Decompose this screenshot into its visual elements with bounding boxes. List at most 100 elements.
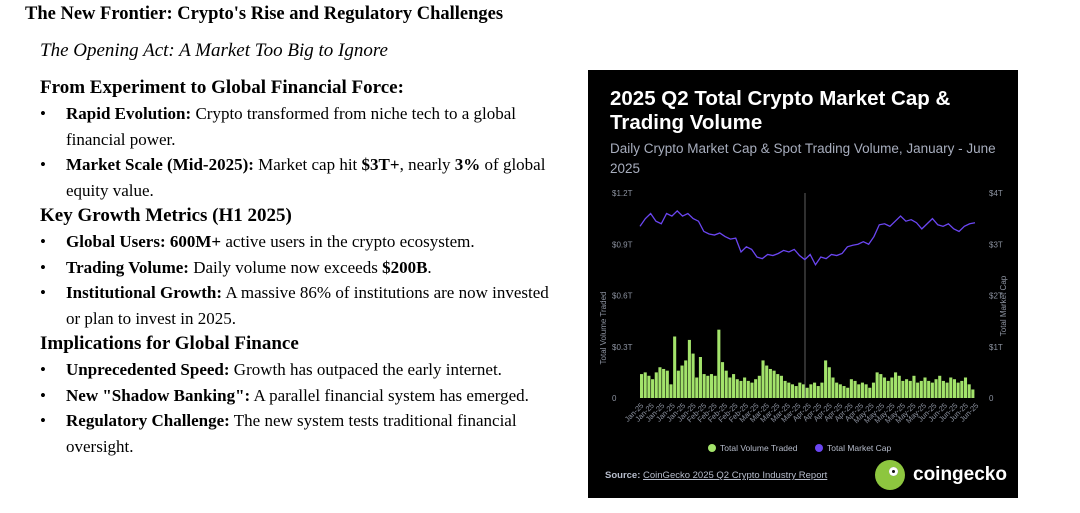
- bullet-bold-text: 600M+: [169, 232, 222, 251]
- volume-bar: [919, 380, 923, 398]
- right-tick-label: $4T: [989, 189, 1003, 198]
- source-label: Source:: [605, 470, 641, 481]
- volume-bar: [665, 370, 669, 398]
- volume-bar: [838, 384, 842, 398]
- volume-bar: [930, 382, 934, 398]
- source-link[interactable]: CoinGecko 2025 Q2 Crypto Industry Report: [643, 470, 828, 481]
- bullet-bold-text: 3%: [454, 155, 481, 174]
- volume-bar: [732, 374, 736, 398]
- volume-bar: [647, 375, 651, 398]
- page-subtitle: The Opening Act: A Market Too Big to Ign…: [40, 40, 388, 61]
- bullet-bold-text: Trading Volume:: [66, 257, 189, 277]
- volume-bar: [801, 384, 806, 398]
- bullet-item: • Institutional Growth: A massive 86% of …: [40, 280, 556, 331]
- volume-bar: [787, 382, 791, 398]
- left-axis-title: Total Volume Traded: [599, 292, 608, 365]
- bullet-icon: •: [40, 232, 46, 251]
- volume-bar: [846, 387, 850, 398]
- bullet-icon: •: [40, 360, 46, 379]
- bullet-bold-text: Rapid Evolution:: [66, 104, 192, 123]
- chart-source: Source: CoinGecko 2025 Q2 Crypto Industr…: [605, 470, 827, 481]
- left-tick-label: $0.9T: [612, 240, 633, 249]
- volume-bar: [676, 370, 680, 398]
- right-tick-label: $3T: [989, 240, 1003, 249]
- right-tick-label: $2T: [989, 292, 1003, 301]
- gecko-icon: [875, 460, 905, 490]
- volume-bar: [798, 382, 802, 398]
- volume-bar: [794, 386, 798, 398]
- content: From Experiment to Global Financial Forc…: [40, 75, 560, 459]
- volume-bar: [746, 380, 750, 398]
- section-heading: Key Growth Metrics (H1 2025): [40, 205, 292, 226]
- volume-bar: [739, 380, 743, 398]
- bullet-bold-text: $200B: [382, 257, 428, 277]
- volume-bar: [963, 377, 968, 398]
- volume-bar: [941, 380, 945, 398]
- volume-bar: [827, 367, 831, 398]
- volume-bar: [849, 379, 853, 398]
- volume-bar: [908, 380, 912, 398]
- volume-bar: [728, 377, 732, 398]
- volume-bar: [640, 374, 644, 398]
- bullet-text: The new system tests traditional financi…: [66, 411, 517, 456]
- volume-bar: [934, 379, 938, 398]
- bullet-icon: •: [40, 411, 46, 430]
- bullet-list: • Rapid Evolution: Crypto transformed fro…: [40, 101, 560, 203]
- bullet-bold-text: Unprecedented Speed:: [66, 360, 230, 379]
- volume-bar: [790, 384, 795, 398]
- volume-bar: [709, 374, 714, 398]
- bullet-item: • Trading Volume: Daily volume now exceed…: [40, 255, 556, 281]
- volume-bar: [971, 389, 975, 398]
- volume-bar: [702, 374, 706, 398]
- volume-bar: [945, 382, 949, 398]
- legend-market-cap-label: Total Market Cap: [827, 443, 892, 453]
- volume-bar: [857, 384, 861, 398]
- bullet-text: A massive 86% of institutions are now in…: [66, 283, 549, 328]
- bullet-text: Crypto transformed from niche tech to a …: [66, 104, 516, 149]
- volume-bar: [916, 382, 920, 398]
- bullet-text: .: [427, 257, 432, 277]
- bullet-item: • Unprecedented Speed: Growth has outpace…: [40, 357, 556, 383]
- bullet-icon: •: [40, 155, 46, 174]
- volume-bar: [643, 372, 647, 398]
- volume-bar: [783, 380, 787, 398]
- volume-bar: [927, 380, 931, 398]
- volume-bar: [886, 380, 890, 398]
- volume-bar: [853, 380, 857, 398]
- bullet-icon: •: [40, 257, 46, 277]
- bullet-bold-text: Market Scale (Mid-2025):: [66, 155, 254, 174]
- volume-bar: [750, 382, 754, 398]
- volume-bar: [809, 384, 813, 398]
- right-tick-label: 0: [989, 394, 994, 403]
- volume-bar: [871, 382, 876, 398]
- volume-bar: [779, 375, 783, 398]
- volume-bar: [717, 329, 721, 398]
- bullet-bold-text: Regulatory Challenge:: [66, 411, 230, 430]
- volume-bar: [860, 382, 864, 398]
- bullet-icon: •: [40, 283, 46, 302]
- volume-bar: [816, 386, 820, 398]
- volume-bar: [757, 375, 761, 398]
- volume-bar: [868, 387, 872, 398]
- bullet-text: Growth has outpaced the early internet.: [229, 360, 502, 379]
- volume-bar: [772, 370, 776, 398]
- volume-bar: [765, 365, 769, 398]
- logo-text: coingecko: [913, 464, 1007, 485]
- chart-title: 2025 Q2 Total Crypto Market Cap & Tradin…: [610, 87, 951, 134]
- volume-bar: [875, 372, 879, 398]
- bullet-icon: •: [40, 385, 46, 405]
- bullet-text: active users in the crypto ecosystem.: [221, 232, 475, 251]
- volume-bar: [654, 372, 658, 398]
- volume-bar: [835, 382, 839, 398]
- volume-bar: [824, 360, 828, 398]
- bullet-item: • Market Scale (Mid-2025): Market cap hit…: [40, 152, 556, 203]
- volume-bar: [684, 360, 688, 398]
- volume-bar: [890, 377, 894, 398]
- page-title: The New Frontier: Crypto's Rise and Regu…: [25, 4, 504, 24]
- coingecko-logo: coingecko: [875, 460, 1007, 490]
- volume-bar: [831, 377, 835, 398]
- bullet-bold-text: Global Users:: [66, 232, 166, 251]
- section-heading: From Experiment to Global Financial Forc…: [40, 77, 404, 98]
- volume-bar: [706, 375, 710, 398]
- volume-bar: [901, 380, 905, 398]
